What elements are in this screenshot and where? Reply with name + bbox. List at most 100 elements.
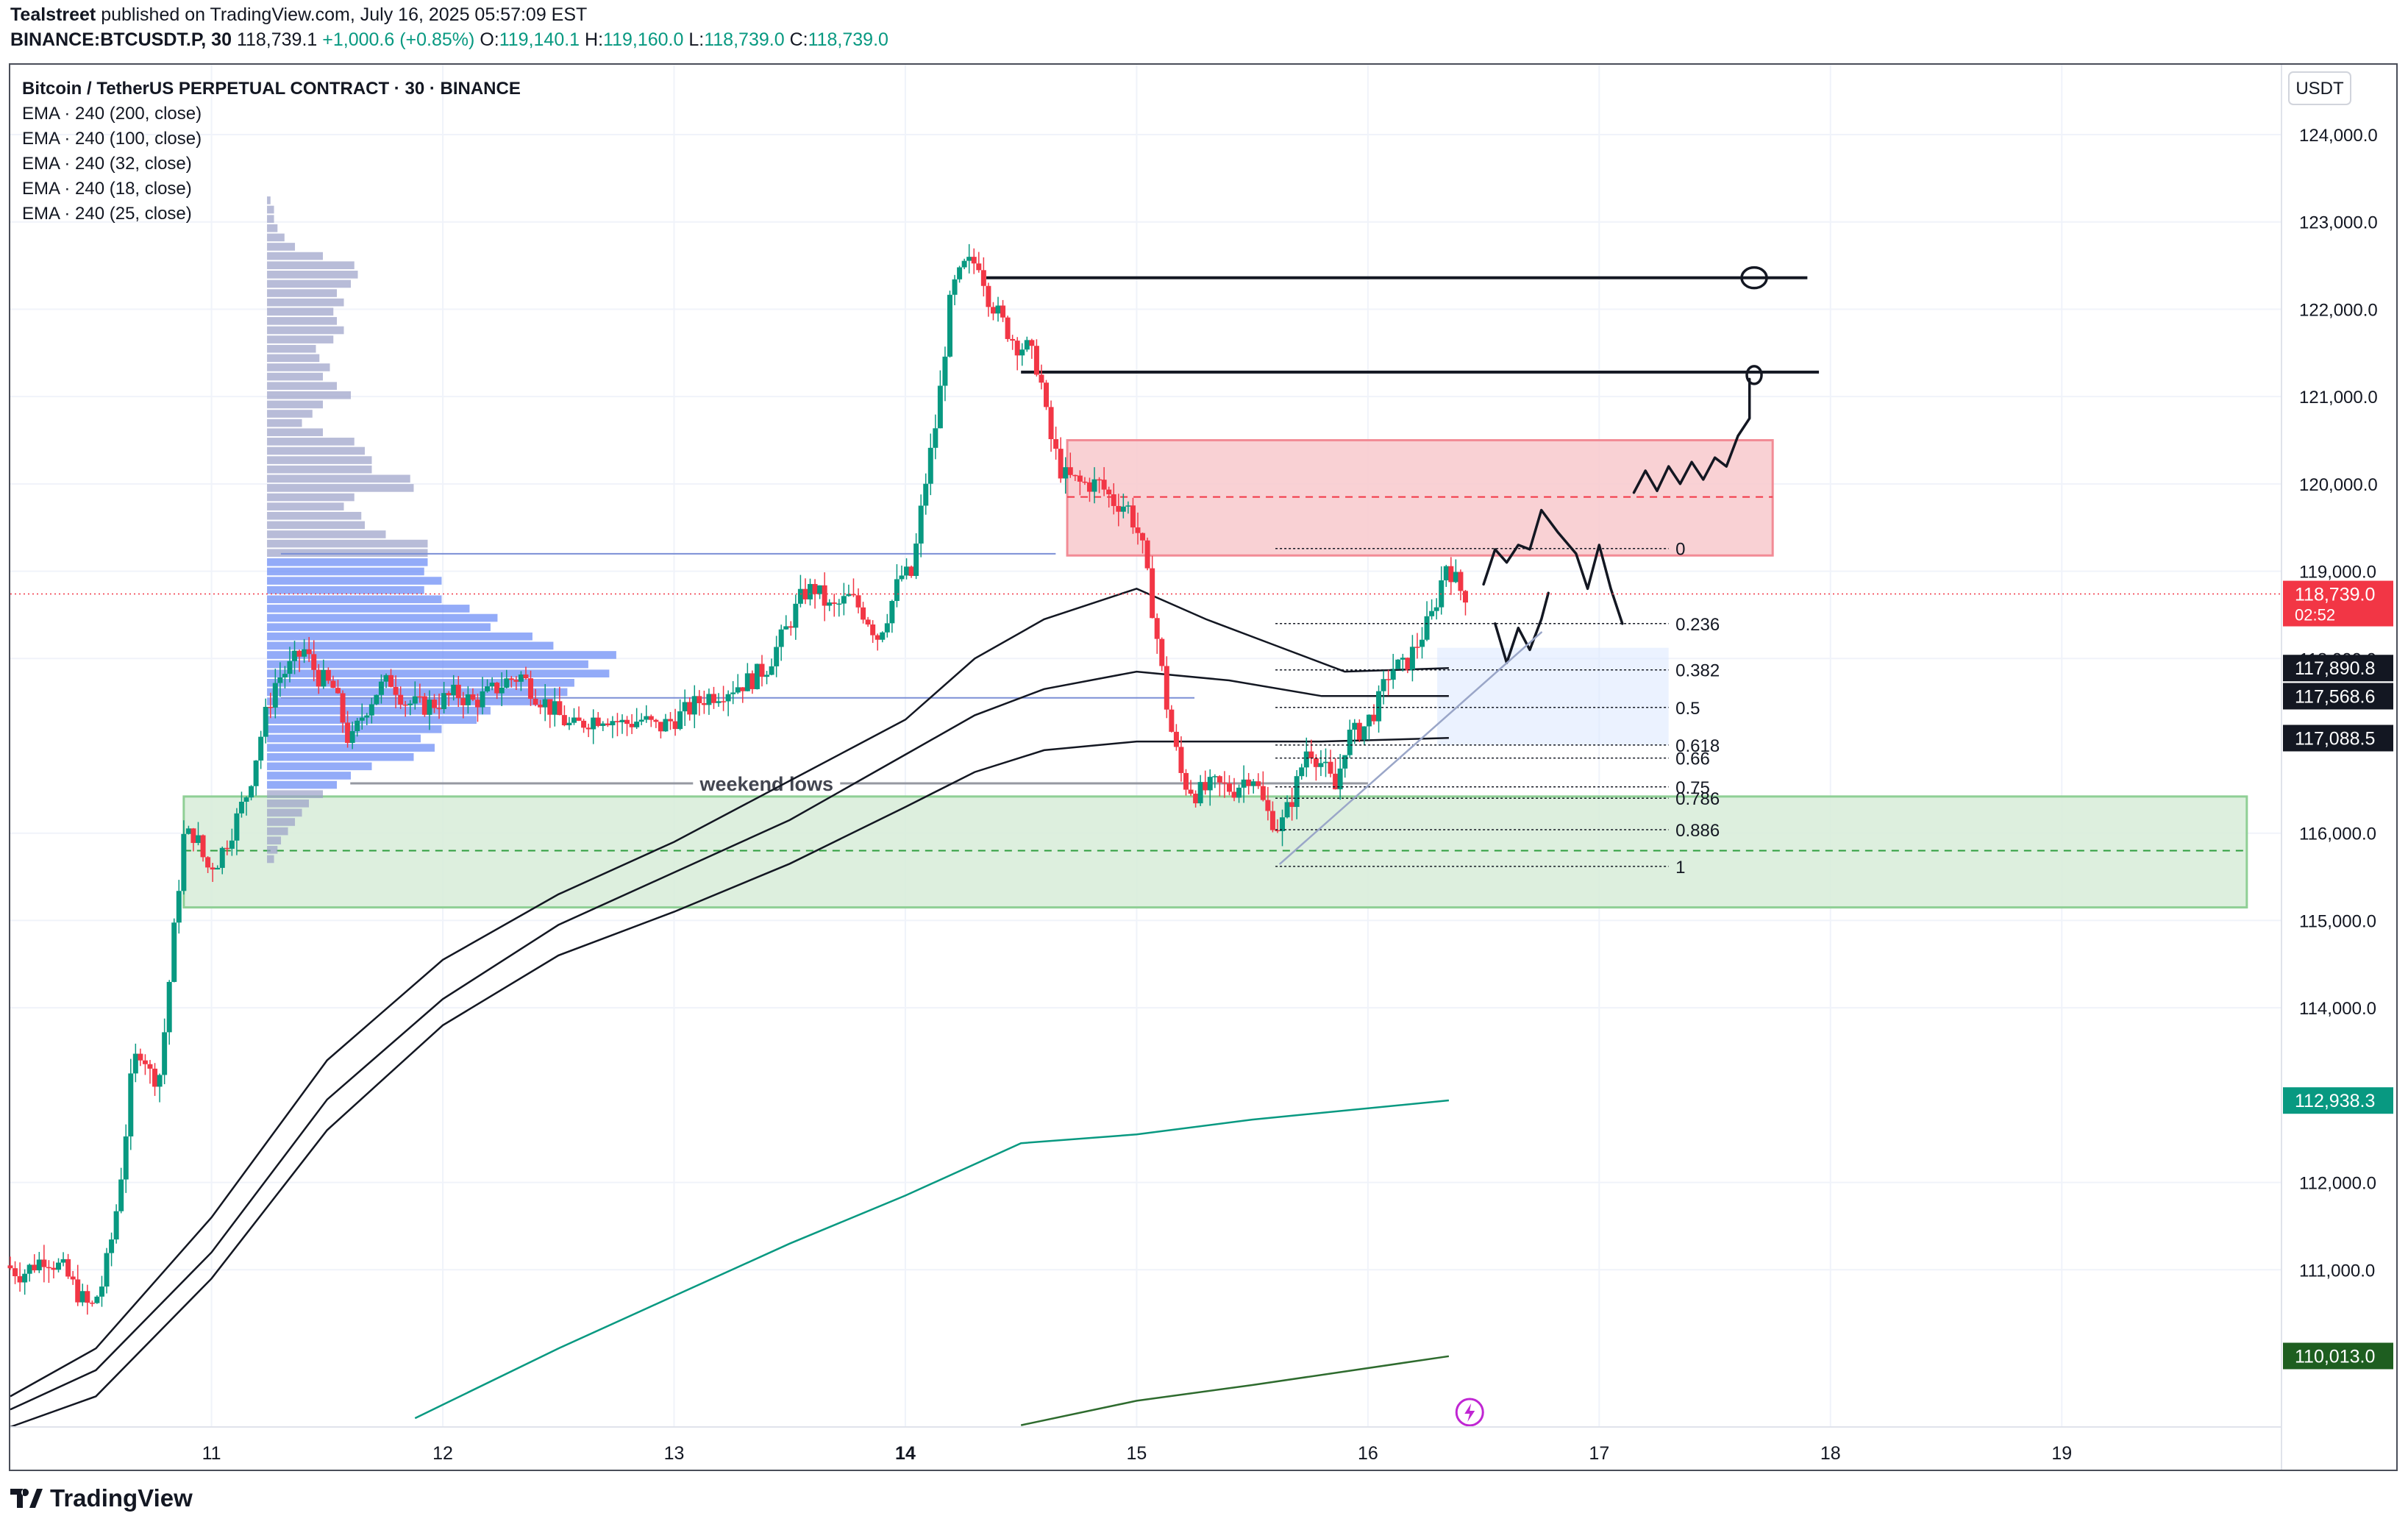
- volume-profile-bar: [267, 669, 610, 677]
- legend-ema[interactable]: EMA · 240 (18, close): [22, 179, 192, 199]
- volume-profile-bar: [267, 752, 414, 761]
- candle-body: [1347, 729, 1353, 755]
- candle-body: [1381, 679, 1386, 691]
- ohlc-line: BINANCE:BTCUSDT.P, 30 118,739.1 +1,000.6…: [10, 29, 888, 51]
- candle-body: [152, 1068, 158, 1087]
- candle-body: [374, 694, 380, 705]
- candle-body: [918, 505, 924, 544]
- candle-body: [1356, 722, 1362, 740]
- candle-body: [480, 691, 485, 708]
- footer-brand[interactable]: TradingView: [10, 1484, 193, 1512]
- brand-name: TradingView: [50, 1484, 193, 1512]
- candle-body: [1188, 789, 1194, 794]
- candle-body: [109, 1239, 115, 1253]
- fib-level-label: 0.618: [1675, 736, 1720, 756]
- candle-body: [1313, 758, 1319, 767]
- candle-body: [1222, 782, 1228, 784]
- candle-body: [668, 719, 674, 722]
- last-price: 118,739.1: [236, 29, 318, 50]
- forecast-dip: [1494, 591, 1550, 664]
- legend-title: Bitcoin / TetherUS PERPETUAL CONTRACT · …: [22, 79, 521, 99]
- candle-body: [432, 700, 438, 708]
- candle-body: [345, 722, 351, 743]
- candle-body: [1448, 566, 1454, 583]
- candle-body: [1193, 794, 1199, 804]
- candle-body: [1217, 776, 1222, 783]
- candle-body: [1352, 722, 1358, 730]
- volume-profile-bar: [267, 567, 424, 576]
- candle-body: [648, 716, 654, 720]
- candle-body: [287, 661, 293, 674]
- price-tag: [2283, 580, 2393, 627]
- candle-body: [1044, 382, 1050, 407]
- candle-body: [725, 694, 731, 702]
- candle-body: [13, 1268, 18, 1277]
- candle-body: [296, 650, 302, 657]
- candle-body: [1014, 341, 1020, 356]
- candle-body: [769, 666, 774, 675]
- price-tag-countdown: 02:52: [2295, 606, 2335, 624]
- publish-line: Tealstreet published on TradingView.com,…: [10, 4, 587, 26]
- volume-profile-bar: [267, 446, 366, 455]
- target-circle-upper: [1740, 266, 1768, 290]
- candle-body: [22, 1273, 28, 1283]
- candle-body: [243, 797, 249, 802]
- candle-body: [764, 674, 770, 677]
- candle-body: [330, 680, 336, 688]
- high-label: H:: [585, 29, 604, 50]
- candle-body: [162, 1032, 168, 1075]
- candle-body: [697, 696, 702, 704]
- volume-profile-bar: [267, 391, 352, 399]
- candle-body: [417, 696, 423, 698]
- price-change: +1,000.6 (+0.85%): [322, 29, 475, 50]
- candle-body: [735, 687, 741, 693]
- volume-profile-bar: [267, 410, 313, 418]
- candle-body: [1203, 782, 1208, 791]
- candle-body: [325, 669, 331, 681]
- volume-profile-bar: [267, 539, 428, 548]
- candle-body: [407, 703, 413, 705]
- volume-profile-bar: [267, 605, 470, 613]
- candle-body: [229, 840, 235, 849]
- candle-body: [302, 649, 307, 657]
- candle-body: [1024, 340, 1030, 350]
- legend-ema[interactable]: EMA · 240 (32, close): [22, 154, 192, 174]
- candle-body: [378, 681, 384, 695]
- candle-body: [494, 683, 500, 694]
- candle-body: [99, 1286, 104, 1297]
- candle-body: [1462, 591, 1468, 603]
- legend-ema[interactable]: EMA · 240 (25, close): [22, 204, 192, 224]
- legend-ema[interactable]: EMA · 240 (100, close): [22, 129, 202, 149]
- volume-profile-bar: [267, 744, 435, 752]
- candle-body: [1197, 782, 1203, 804]
- candle-body: [1294, 776, 1300, 808]
- candle-body: [1164, 666, 1169, 710]
- candle-body: [976, 263, 982, 271]
- candle-body: [205, 857, 211, 868]
- candle-body: [682, 702, 688, 712]
- candle-body: [687, 702, 693, 715]
- candle-body: [908, 566, 914, 577]
- candle-body: [470, 694, 476, 700]
- candle-body: [774, 647, 780, 666]
- volume-profile-bar: [267, 428, 324, 437]
- candle-body: [1376, 691, 1382, 722]
- candle-body: [1173, 731, 1179, 747]
- candle-body: [624, 719, 630, 725]
- legend-ema[interactable]: EMA · 240 (200, close): [22, 104, 202, 124]
- price-tag-text: 117,088.5: [2295, 728, 2375, 749]
- weekend-lows-label-bg: [693, 770, 841, 796]
- candle-body: [841, 596, 847, 604]
- candle-body: [1063, 467, 1069, 479]
- candle-body: [1067, 467, 1073, 475]
- candle-body: [986, 285, 991, 307]
- high-value: 119,160.0: [603, 29, 684, 50]
- price-tag-text: 110,013.0: [2295, 1346, 2375, 1367]
- candle-body: [41, 1259, 47, 1267]
- candle-body: [1303, 751, 1309, 768]
- volume-profile-bar: [267, 585, 424, 594]
- candle-body: [79, 1291, 85, 1303]
- volume-profile-bar: [267, 549, 428, 558]
